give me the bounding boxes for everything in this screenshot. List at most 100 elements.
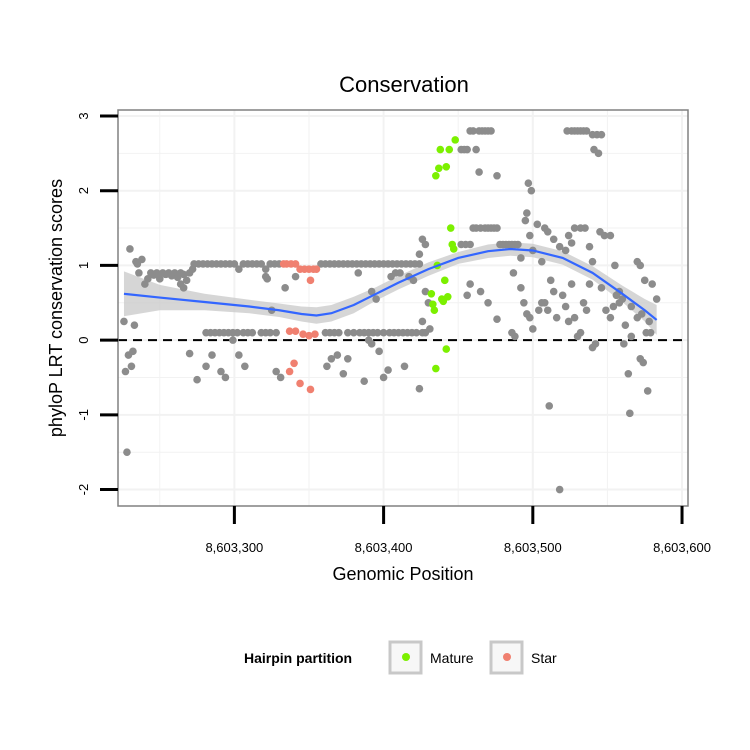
point-mature: [443, 292, 452, 301]
x-axis-ticks: 8,603,300 8,603,400 8,603,500 8,603,600: [205, 506, 711, 555]
point-other: [463, 145, 471, 154]
point-other: [648, 280, 656, 288]
point-other: [354, 269, 363, 277]
point-other: [646, 328, 655, 337]
point-other: [564, 231, 573, 240]
point-other: [549, 235, 558, 244]
point-other: [493, 224, 501, 232]
point-other: [379, 328, 388, 337]
point-other: [602, 306, 610, 315]
point-star: [285, 327, 294, 335]
legend-item-star: Star: [489, 640, 557, 675]
point-other: [652, 295, 661, 303]
point-other: [588, 257, 597, 266]
point-other: [400, 362, 409, 371]
point-other: [463, 291, 471, 300]
point-other: [144, 275, 152, 283]
point-other: [546, 276, 555, 285]
point-other: [526, 231, 534, 240]
point-mature: [430, 306, 439, 315]
point-other: [585, 242, 594, 251]
point-other: [123, 448, 131, 457]
point-other: [339, 369, 348, 378]
point-other: [567, 280, 576, 288]
point-other: [523, 209, 531, 217]
point-mature: [432, 171, 440, 180]
point-other: [570, 313, 579, 322]
point-other: [379, 373, 388, 382]
point-other: [349, 328, 358, 337]
point-other: [281, 284, 289, 292]
point-star: [285, 367, 294, 376]
point-mature: [427, 290, 436, 298]
point-other: [138, 255, 146, 264]
point-other: [549, 287, 558, 296]
point-other: [129, 347, 137, 356]
point-other: [591, 340, 600, 348]
point-other: [537, 257, 546, 266]
point-other: [409, 276, 418, 285]
confidence-band-layer: [123, 242, 657, 335]
point-star: [291, 327, 300, 335]
point-other: [415, 250, 424, 259]
point-star: [305, 331, 313, 340]
point-other: [529, 325, 537, 333]
point-star: [299, 330, 307, 338]
point-other: [627, 302, 636, 311]
point-other: [373, 328, 382, 337]
point-other: [221, 373, 230, 382]
legend-key-mature: [388, 640, 423, 675]
legend-label-mature: Mature: [430, 650, 474, 666]
point-other: [561, 302, 570, 311]
y-tick-label: 1: [76, 262, 91, 269]
point-other: [597, 284, 606, 292]
legend-title: Hairpin partition: [244, 650, 352, 666]
point-other: [555, 242, 564, 251]
point-other: [343, 355, 352, 363]
point-other: [421, 287, 430, 296]
point-other: [155, 275, 164, 283]
y-axis-ticks: -2 -1 0 1 2 3: [76, 112, 118, 495]
point-other: [179, 270, 188, 279]
point-other: [611, 261, 619, 270]
point-mature: [429, 300, 437, 309]
point-other: [567, 239, 576, 247]
point-other: [626, 409, 634, 418]
point-other: [585, 280, 594, 288]
point-other: [152, 269, 161, 277]
point-other: [594, 149, 603, 158]
point-other: [343, 328, 352, 337]
point-mature: [440, 276, 449, 285]
legend-dot-star: [503, 653, 511, 661]
legend-dot-mature: [402, 653, 410, 661]
point-other: [517, 284, 525, 292]
y-tick-label: 2: [76, 187, 91, 194]
point-mature: [451, 136, 460, 144]
point-other: [230, 260, 239, 268]
point-other: [272, 328, 280, 337]
point-other: [418, 317, 427, 326]
point-other: [514, 240, 522, 249]
point-other: [257, 260, 266, 268]
point-other: [235, 351, 243, 359]
point-other: [475, 168, 483, 176]
x-tick-label: 8,603,300: [205, 540, 263, 555]
point-other: [248, 328, 257, 337]
point-other: [193, 375, 201, 384]
point-other: [476, 287, 485, 296]
point-other: [620, 340, 628, 348]
point-other: [466, 240, 474, 249]
point-other: [208, 351, 216, 359]
legend: Hairpin partition Mature Star: [244, 640, 557, 675]
y-tick-label: 3: [76, 112, 91, 119]
point-other: [261, 265, 270, 273]
point-other: [272, 367, 280, 376]
point-other: [185, 349, 194, 358]
point-other: [637, 310, 646, 318]
point-other: [487, 127, 495, 135]
point-other: [606, 231, 615, 240]
plot-panel: [117, 109, 689, 507]
point-other: [582, 306, 591, 315]
legend-item-mature: Mature: [388, 640, 474, 675]
point-other: [579, 298, 588, 307]
